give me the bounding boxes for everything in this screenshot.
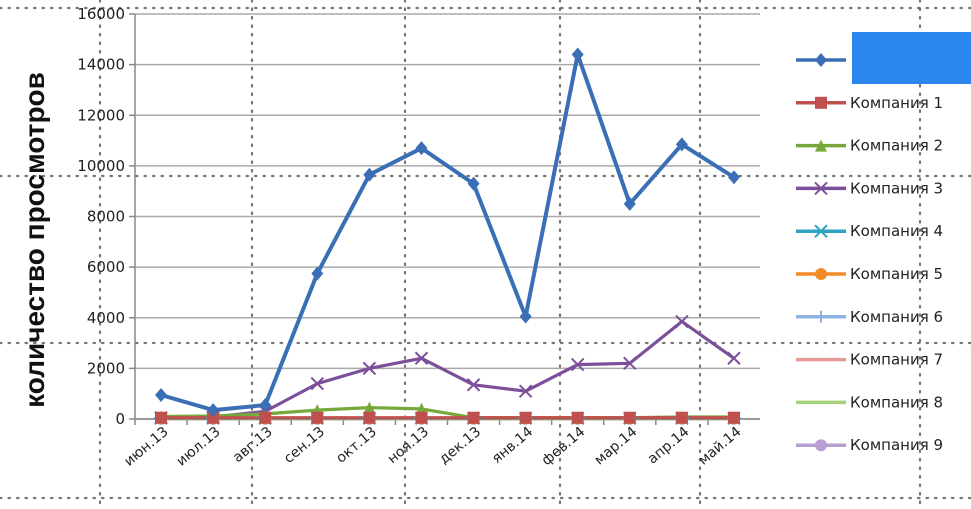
x-tick-label: июл.13 (173, 424, 223, 470)
series-line (160, 52, 736, 413)
series-line (160, 319, 735, 420)
y-tick-labels: 0 2000 4000 6000 8000 10000 12000 14000 16000 (77, 5, 125, 428)
legend-entry-label: Компания 1 (850, 94, 943, 112)
data-point (623, 196, 636, 211)
x-tick-label: окт.13 (333, 424, 380, 467)
grid-lines (129, 13, 760, 420)
y-tick-label: 10000 (77, 157, 125, 175)
data-point (571, 357, 585, 372)
data-point (467, 411, 480, 424)
y-tick-label: 16000 (77, 5, 125, 23)
x-tick-label: июн.13 (121, 424, 171, 470)
data-point (362, 361, 377, 376)
legend-entry-label: Компания 6 (850, 308, 943, 326)
data-point (571, 47, 584, 62)
y-tick-label: 4000 (87, 309, 125, 327)
data-point (415, 411, 428, 424)
data-point (814, 224, 828, 238)
data-point (675, 314, 689, 329)
data-point (815, 96, 827, 109)
data-point (623, 356, 637, 371)
x-tick-label: фев.14 (539, 424, 588, 469)
legend-redaction-block (852, 32, 971, 84)
data-point (815, 310, 827, 323)
data-point (311, 266, 324, 281)
x-tick-label: дек.13 (436, 424, 484, 468)
data-point (467, 176, 480, 191)
data-point (727, 411, 740, 424)
data-point (518, 384, 533, 398)
data-point (815, 53, 827, 67)
data-point (519, 309, 532, 324)
x-tick-label: апр.14 (645, 424, 693, 468)
series-lines (160, 52, 736, 421)
data-point (815, 439, 827, 452)
x-tick-labels: июн.13 июл.13 авг.13 сен.13 окт.13 ноя.13 дек.… (121, 424, 744, 470)
data-point (311, 411, 324, 424)
data-point (414, 351, 429, 365)
legend-entry-label: Компания 2 (850, 137, 943, 155)
data-point (466, 378, 481, 392)
series-markers (154, 47, 741, 425)
y-axis-label: количество просмотров (19, 72, 50, 408)
legend-entry-label: Компания 8 (850, 393, 943, 411)
data-point (155, 387, 168, 402)
legend-entry-label: Компания 5 (850, 265, 943, 283)
y-tick-label: 12000 (77, 106, 125, 124)
data-point (815, 139, 827, 152)
y-tick-label: 6000 (87, 258, 125, 276)
x-tick-label: янв.14 (489, 424, 536, 467)
y-tick-label: 14000 (77, 56, 125, 74)
y-tick-label: 2000 (87, 359, 125, 377)
data-point (571, 411, 584, 424)
data-point (207, 403, 220, 418)
data-point (727, 351, 741, 365)
axes (134, 14, 760, 425)
x-tick-label: ноя.13 (385, 424, 432, 467)
data-point (675, 137, 688, 152)
legend-entry-label: Компания 7 (850, 351, 943, 369)
data-point (815, 268, 827, 280)
x-tick-label: май.14 (696, 424, 745, 469)
data-point (155, 411, 168, 424)
legend-entry-label: Компания 9 (850, 436, 943, 454)
data-point (310, 376, 324, 391)
data-point (623, 411, 636, 424)
data-point (814, 181, 828, 196)
legend-entry-label: Компания 3 (850, 179, 943, 197)
x-tick-label: сен.13 (281, 424, 328, 467)
data-point (363, 411, 376, 424)
data-point (415, 141, 428, 156)
legend: Компания 1 Компания 2 Компания 3 Компания 4… (796, 32, 971, 454)
data-point (727, 170, 740, 185)
y-tick-label: 8000 (87, 208, 125, 226)
data-point (363, 401, 376, 414)
legend-entry-label: Компания 4 (850, 222, 943, 240)
data-point (207, 411, 220, 424)
data-point (363, 167, 376, 182)
data-point (519, 411, 532, 424)
data-point (675, 411, 688, 424)
data-point (259, 411, 272, 424)
y-tick-label: 0 (115, 410, 125, 428)
x-tick-label: мар.14 (592, 424, 641, 469)
data-point (259, 398, 272, 413)
